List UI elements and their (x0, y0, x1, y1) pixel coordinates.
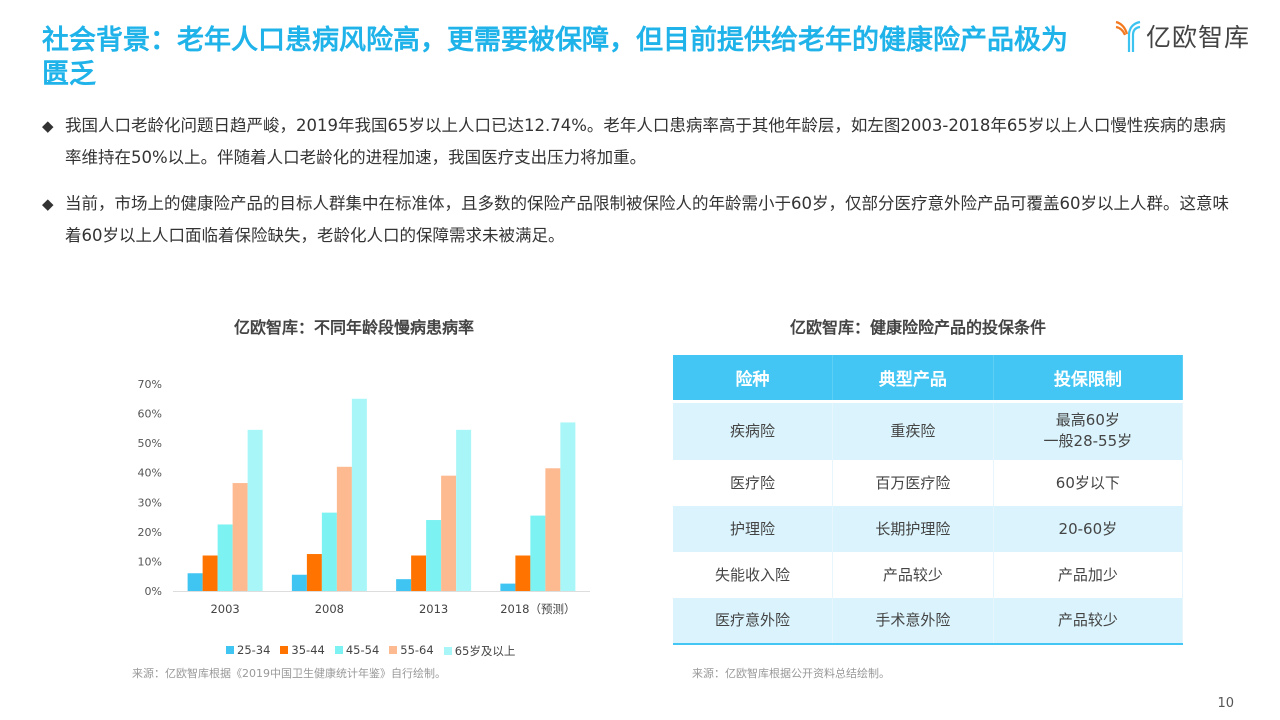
y-tick-label: 0% (145, 585, 162, 598)
x-tick-label: 2018（预测） (500, 602, 575, 616)
legend-swatch (389, 646, 398, 654)
bar-25-34 (291, 574, 307, 591)
table-cell: 产品加少 (993, 552, 1184, 598)
y-tick-label: 30% (138, 496, 162, 509)
x-tick-label: 2008 (315, 602, 344, 616)
legend-label: 45-54 (345, 643, 380, 657)
table-row: 疾病险 重疾险 最高60岁 一般28-55岁 (673, 401, 1184, 460)
table-cell: 长期护理险 (832, 506, 994, 552)
table-header: 投保限制 (993, 355, 1184, 403)
bar-45-54 (530, 515, 546, 591)
y-tick-label: 10% (138, 555, 162, 568)
chart-title: 亿欧智库：不同年龄段慢病患病率 (234, 318, 475, 337)
legend-item: 25-34 (226, 643, 270, 659)
logo: 亿欧智库 (1114, 18, 1250, 54)
table-row: 医疗险 百万医疗险 60岁以下 (673, 460, 1184, 506)
table-cell: 百万医疗险 (832, 460, 994, 506)
legend-label: 55-64 (400, 643, 434, 657)
insurance-table: 险种 典型产品 投保限制 疾病险 重疾险 最高60岁 一般28-55岁 医疗险 百万医疗… (673, 355, 1184, 645)
bar-65岁及以上 (351, 398, 367, 591)
legend-swatch (280, 646, 289, 654)
bar-35-44 (411, 555, 427, 591)
bar-55-64 (441, 475, 457, 591)
table-cell: 手术意外险 (832, 598, 994, 645)
bar-45-54 (321, 512, 337, 591)
bar-35-44 (515, 555, 531, 591)
page-number: 10 (1217, 696, 1234, 711)
y-tick-label: 70% (138, 378, 162, 391)
bar-35-44 (202, 555, 218, 591)
table-title: 亿欧智库：健康险险产品的投保条件 (790, 318, 1047, 337)
table-cell: 产品较少 (832, 552, 994, 598)
y-tick-label: 60% (138, 408, 162, 421)
chart-source: 来源：亿欧智库根据《2019中国卫生健康统计年鉴》自行绘制。 (132, 667, 446, 680)
legend-item: 35-44 (280, 643, 325, 659)
bar-65岁及以上 (456, 429, 472, 591)
bar-65岁及以上 (247, 429, 263, 591)
bullet-text: 我国人口老龄化问题日趋严峻，2019年我国65岁以上人口已达12.74%。老年人… (65, 116, 1226, 167)
bar-chart: 0% 10% 20% 30% 40% 50% 60% 70% 2003 2008 2013 2018（… (138, 378, 590, 616)
table-cell: 20-60岁 (993, 506, 1184, 552)
y-tick-label: 50% (138, 437, 162, 450)
table-header: 典型产品 (832, 355, 994, 403)
table-cell: 60岁以下 (993, 460, 1184, 506)
y-tick-label: 40% (138, 467, 162, 480)
bullet-item: ◆ 当前，市场上的健康险产品的目标人群集中在标准体，且多数的保险产品限制被保险人的… (42, 188, 1242, 252)
bar-45-54 (426, 520, 442, 591)
diamond-icon: ◆ (42, 117, 54, 135)
bar-65岁及以上 (560, 422, 576, 591)
legend-swatch (443, 647, 452, 655)
table-row: 失能收入险 产品较少 产品加少 (673, 552, 1184, 598)
table-row: 医疗意外险 手术意外险 产品较少 (673, 598, 1184, 645)
table-cell: 重疾险 (832, 401, 994, 460)
diamond-icon: ◆ (42, 195, 54, 213)
bar-25-34 (187, 573, 203, 591)
x-tick-label: 2013 (419, 602, 448, 616)
table-cell: 医疗意外险 (673, 598, 834, 645)
table-cell: 失能收入险 (673, 552, 834, 598)
table-cell: 最高60岁 一般28-55岁 (993, 401, 1184, 460)
table-cell: 护理险 (673, 506, 834, 552)
table-header: 险种 (673, 355, 834, 403)
bar-35-44 (306, 554, 322, 591)
table-source: 来源：亿欧智库根据公开资料总结绘制。 (692, 667, 890, 680)
legend-item: 55-64 (389, 643, 434, 659)
legend-item: 45-54 (334, 643, 380, 659)
bar-25-34 (396, 579, 412, 591)
bar-25-34 (500, 583, 516, 591)
legend-label: 35-44 (291, 643, 325, 657)
legend-label: 65岁及以上 (454, 644, 516, 658)
bar-55-64 (336, 466, 352, 591)
table-row: 护理险 长期护理险 20-60岁 (673, 506, 1184, 552)
bar-55-64 (545, 468, 561, 591)
legend-swatch (226, 646, 234, 654)
bar-45-54 (217, 524, 233, 591)
chart-legend: 25-34 35-44 45-54 55-64 65岁及以上 (226, 643, 515, 659)
table-cell: 疾病险 (673, 401, 834, 460)
y-tick-label: 20% (138, 526, 162, 539)
legend-swatch (334, 646, 343, 654)
logo-text: 亿欧智库 (1146, 23, 1251, 52)
page-title: 社会背景：老年人口患病风险高，更需要被保障，但目前提供给老年的健康险产品极为匮乏 (42, 25, 1068, 90)
bullet-text: 当前，市场上的健康险产品的目标人群集中在标准体，且多数的保险产品限制被保险人的年… (65, 194, 1229, 245)
table-cell: 产品较少 (993, 598, 1184, 645)
legend-item: 65岁及以上 (443, 643, 516, 659)
table-cell: 医疗险 (673, 460, 834, 506)
legend-label: 25-34 (237, 643, 271, 657)
x-tick-label: 2003 (210, 602, 239, 616)
bar-55-64 (232, 483, 248, 591)
logo-icon (1115, 20, 1141, 52)
bullet-item: ◆ 我国人口老龄化问题日趋严峻，2019年我国65岁以上人口已达12.74%。老年… (42, 110, 1242, 174)
